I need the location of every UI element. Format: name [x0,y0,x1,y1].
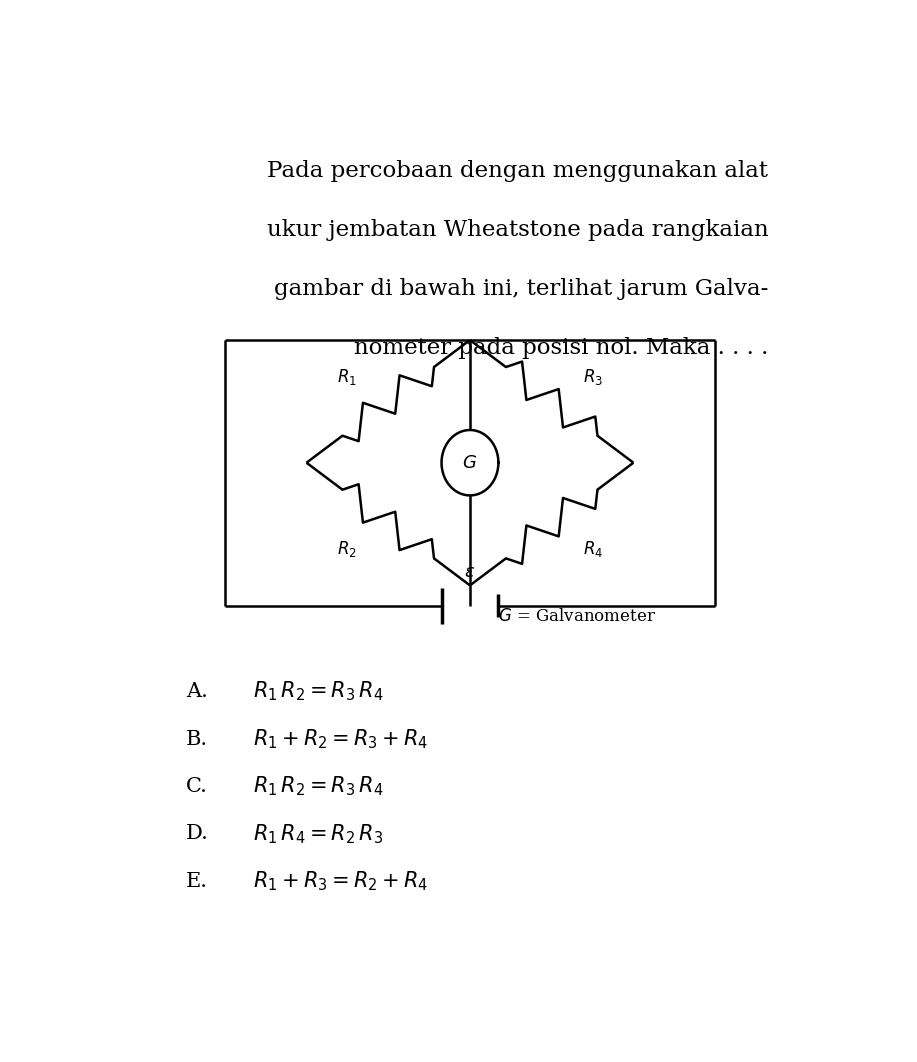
Text: $R_4$: $R_4$ [583,538,603,559]
Text: B.: B. [185,730,208,749]
Text: $R_1 + R_3 = R_2 + R_4$: $R_1 + R_3 = R_2 + R_4$ [253,870,428,893]
Text: $G$ = Galvanometer: $G$ = Galvanometer [499,607,657,624]
Text: Pada percobaan dengan menggunakan alat: Pada percobaan dengan menggunakan alat [268,160,768,183]
Text: $R_2$: $R_2$ [337,538,357,559]
Text: gambar di bawah ini, terlihat jarum Galva-: gambar di bawah ini, terlihat jarum Galv… [274,278,768,299]
Text: $R_1\,R_2 = R_3\,R_4$: $R_1\,R_2 = R_3\,R_4$ [253,680,383,703]
Text: $G$: $G$ [462,453,478,472]
Text: $R_1\,R_2 = R_3\,R_4$: $R_1\,R_2 = R_3\,R_4$ [253,775,383,799]
Text: E.: E. [185,872,207,891]
Text: $\varepsilon$: $\varepsilon$ [464,563,476,581]
Text: $R_1\,R_4 = R_2\,R_3$: $R_1\,R_4 = R_2\,R_3$ [253,822,383,845]
Text: $R_3$: $R_3$ [583,366,602,387]
Text: C.: C. [185,777,207,796]
Text: $R_1 + R_2 = R_3 + R_4$: $R_1 + R_2 = R_3 + R_4$ [253,727,428,751]
Text: ukur jembatan Wheatstone pada rangkaian: ukur jembatan Wheatstone pada rangkaian [267,219,768,241]
Text: A.: A. [185,682,207,701]
Text: $R_1$: $R_1$ [337,366,357,387]
Text: D.: D. [185,824,208,843]
Text: nometer pada posisi nol. Maka . . . .: nometer pada posisi nol. Maka . . . . [354,337,768,359]
